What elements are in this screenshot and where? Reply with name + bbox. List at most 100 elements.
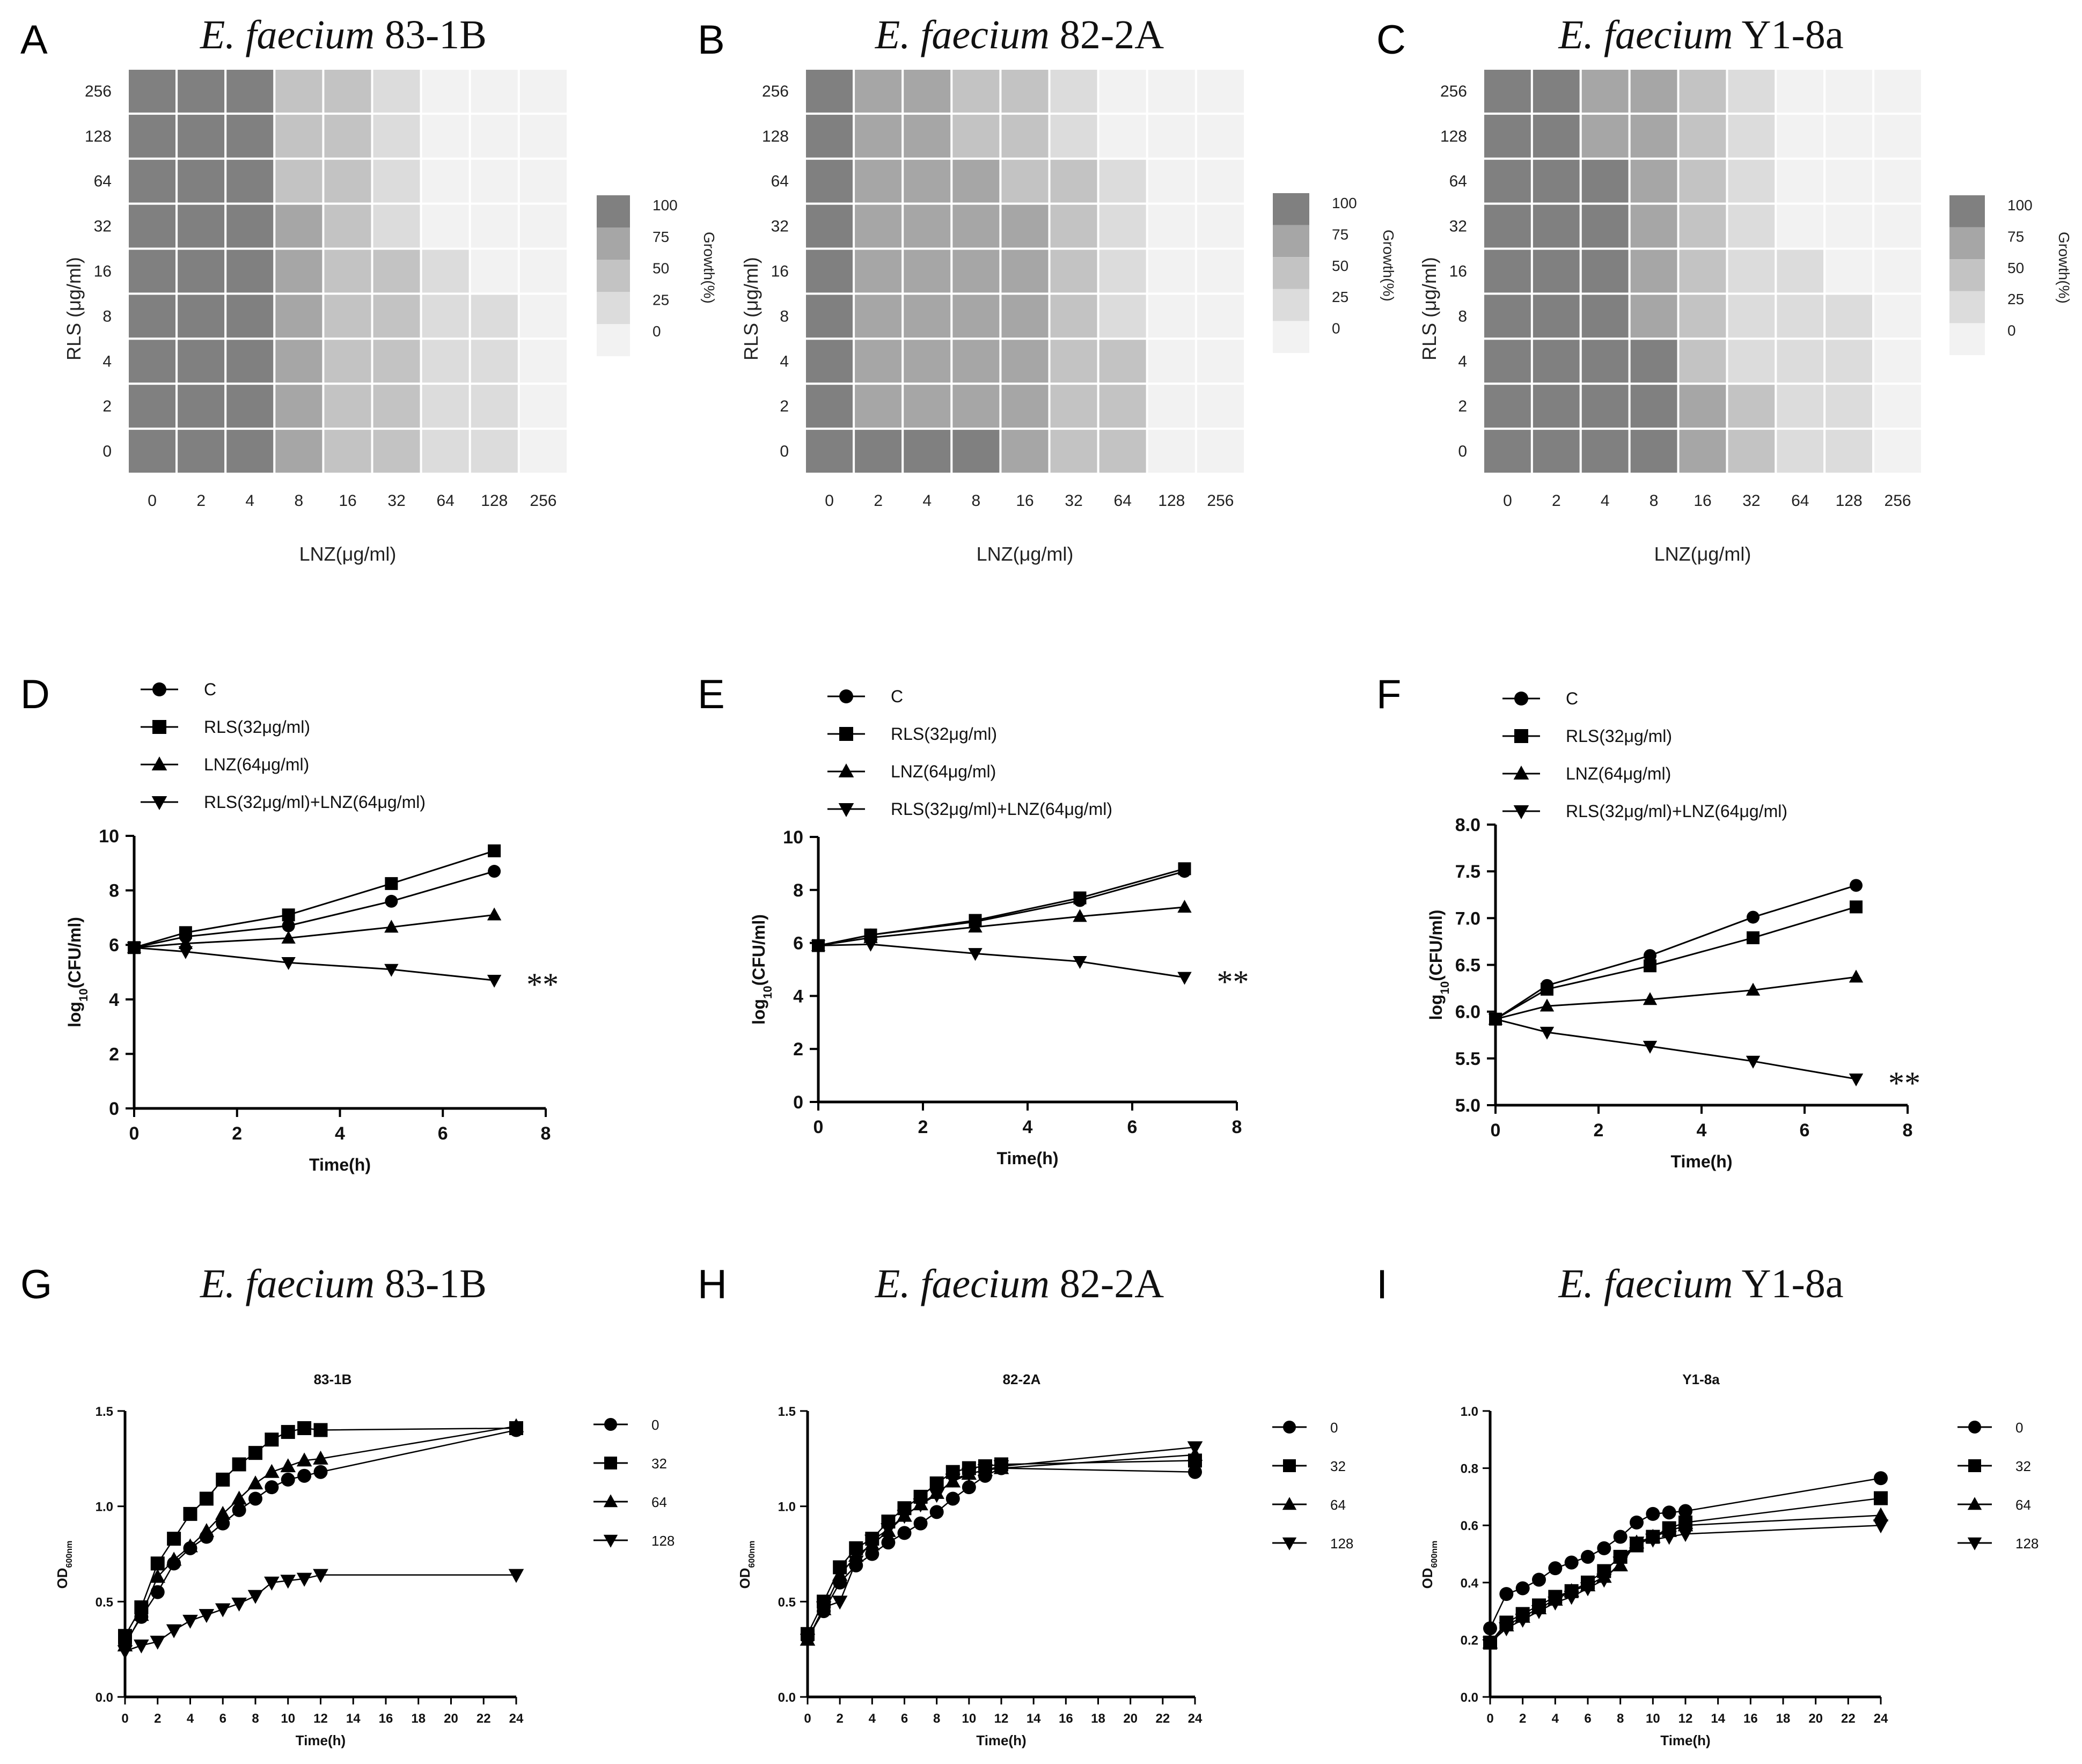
- x-tick-label: 20: [444, 1711, 458, 1726]
- y-tick-label: 0.0: [96, 1690, 113, 1705]
- legend-entry: LNZ(64μg/ml): [1566, 764, 1671, 783]
- heatmap-cell: [517, 337, 569, 385]
- x-tick-label: 4: [869, 1711, 876, 1726]
- legend-marker: [1513, 805, 1529, 819]
- legend-marker: [839, 727, 853, 741]
- y-axis-label-subscript: 10: [77, 988, 90, 1001]
- data-point: [1677, 1528, 1694, 1542]
- heatmap-cell: [1726, 68, 1777, 115]
- data-point: [1177, 972, 1192, 985]
- heatmap-cell: [273, 292, 325, 340]
- x-tick-label: 8: [933, 1711, 940, 1726]
- heatmap-cell: [1482, 428, 1533, 475]
- x-axis-label: Time(h): [1660, 1732, 1710, 1748]
- heatmap-cell: [224, 68, 276, 115]
- heatmap-cell: [1726, 157, 1777, 205]
- data-point: [487, 975, 502, 988]
- colorbar-swatch: [1273, 289, 1309, 321]
- data-point: [1661, 1531, 1677, 1545]
- heatmap-cell: [1579, 68, 1631, 115]
- data-point: [800, 1634, 816, 1648]
- y-tick-label: 64: [94, 173, 112, 190]
- heatmap-cell: [1872, 428, 1923, 475]
- heatmap-cell: [127, 68, 178, 115]
- y-tick-label: 128: [762, 128, 789, 145]
- data-point: [247, 1475, 263, 1490]
- x-tick-label: 2: [1552, 492, 1561, 510]
- data-point: [281, 930, 296, 944]
- heatmap-cell: [371, 247, 422, 295]
- heatmap-cell: [1677, 68, 1728, 115]
- heatmap-cell: [1048, 292, 1099, 340]
- x-tick-label: 8: [1617, 1711, 1624, 1726]
- colorbar-swatch: [1273, 257, 1309, 289]
- strain-title-id: 82-2A: [1050, 1261, 1164, 1306]
- y-axis-label: OD600nm: [1419, 1541, 1439, 1589]
- x-tick-label: 22: [476, 1711, 491, 1726]
- heatmap-cell: [1530, 428, 1582, 475]
- heatmap-cell: [901, 383, 953, 430]
- data-point: [150, 1585, 165, 1599]
- heatmap-cell: [224, 383, 276, 430]
- data-point: [1874, 1471, 1888, 1486]
- x-axis-label: LNZ(μg/ml): [977, 543, 1074, 565]
- y-axis-label-base: OD: [737, 1568, 753, 1589]
- heatmap-cell: [950, 292, 1002, 340]
- heatmap-cell: [420, 247, 471, 295]
- heatmap-cell: [371, 383, 422, 430]
- x-tick-label: 6: [219, 1711, 226, 1726]
- series: [127, 907, 502, 953]
- y-axis-label: RLS (μg/ml): [63, 257, 85, 361]
- data-point: [182, 1614, 198, 1629]
- heatmap-cell: [127, 112, 178, 160]
- heatmap-cell: [371, 428, 422, 475]
- y-tick-label: 7.5: [1455, 862, 1480, 882]
- heatmap-cell: [1628, 202, 1680, 250]
- colorbar-swatch: [1949, 195, 1985, 227]
- y-axis-label: log10(CFU/ml): [65, 917, 90, 1027]
- x-tick-label: 12: [313, 1711, 328, 1726]
- heatmap-cell: [1530, 112, 1582, 160]
- heatmap-cell: [1726, 292, 1777, 340]
- data-point: [968, 920, 983, 933]
- x-tick-label: 10: [962, 1711, 976, 1726]
- heatmap-cell: [1579, 157, 1631, 205]
- heatmap-cell: [175, 383, 227, 430]
- data-point: [1747, 931, 1760, 944]
- data-point: [1645, 1533, 1661, 1548]
- heatmap-cell: [127, 383, 178, 430]
- significance-annotation: **: [1888, 1065, 1920, 1101]
- strain-title: E. faecium Y1-8a: [1558, 1261, 1843, 1306]
- legend-marker: [152, 720, 166, 734]
- data-point: [384, 920, 399, 933]
- legend-marker: [1967, 1497, 1982, 1510]
- y-tick-label: 8.0: [1455, 815, 1480, 835]
- series-line: [1490, 1524, 1881, 1643]
- y-tick-label: 7.0: [1455, 908, 1480, 929]
- x-tick-label: 2: [874, 492, 883, 510]
- colorbar-tick: 0: [653, 323, 661, 340]
- x-axis-label: Time(h): [976, 1732, 1026, 1748]
- heatmap-cell: [999, 202, 1051, 250]
- legend-entry: RLS(32μg/ml)+LNZ(64μg/ml): [204, 792, 426, 812]
- heatmap-cell: [1048, 157, 1099, 205]
- legend-marker: [1513, 766, 1529, 780]
- heatmap-cell: [273, 112, 325, 160]
- heatmap-cell: [1048, 112, 1099, 160]
- colorbar-tick: 25: [653, 291, 669, 308]
- heatmap-cell: [322, 383, 373, 430]
- y-tick-label: 4: [1458, 352, 1467, 370]
- y-tick-label: 16: [771, 263, 789, 281]
- heatmap-cell: [224, 112, 276, 160]
- data-point: [1178, 862, 1191, 876]
- data-point: [265, 1480, 279, 1495]
- heatmap-cell: [224, 337, 276, 385]
- x-tick-label: 18: [1776, 1711, 1791, 1726]
- colorbar-tick: 100: [2007, 197, 2033, 214]
- y-tick-label: 2: [109, 1044, 119, 1064]
- x-tick-label: 2: [1519, 1711, 1526, 1726]
- heatmap-cell: [950, 247, 1002, 295]
- heatmap-cell: [224, 428, 276, 475]
- data-point: [977, 1464, 993, 1479]
- x-tick-label: 128: [1158, 492, 1185, 510]
